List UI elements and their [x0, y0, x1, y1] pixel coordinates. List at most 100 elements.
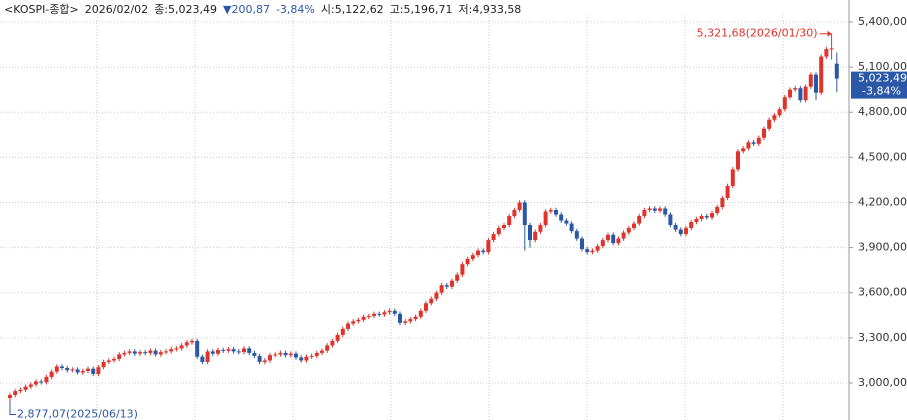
candle-body	[138, 352, 142, 354]
date: 2026/02/02	[84, 3, 149, 16]
candle-body	[502, 225, 506, 229]
candle-body	[569, 223, 574, 232]
candle-body	[788, 89, 792, 98]
candle-body	[226, 349, 231, 351]
candle-body	[808, 74, 813, 87]
candle-body	[127, 351, 132, 353]
candle-body	[13, 391, 18, 396]
symbol: <KOSPI-종합>	[4, 3, 79, 16]
candle-body	[434, 292, 439, 299]
candle-body	[184, 342, 189, 346]
candle-body	[637, 216, 642, 224]
candle-body	[54, 366, 59, 372]
candle-body	[486, 240, 491, 253]
candle-body	[730, 169, 735, 186]
candle-body	[335, 334, 340, 341]
high-arrowhead	[827, 30, 832, 37]
candle-body	[507, 216, 512, 226]
candle-body	[49, 371, 54, 377]
candle-body	[611, 234, 616, 244]
candle-body	[538, 225, 543, 232]
candle-body	[158, 352, 163, 355]
candle-body	[626, 228, 631, 233]
candle-body	[476, 250, 480, 256]
candle-body	[803, 86, 808, 101]
candle-body	[470, 255, 475, 259]
candle-body	[117, 354, 122, 359]
open: 시:5,122,62	[320, 3, 384, 16]
candle-body	[164, 351, 168, 353]
candle-body	[179, 345, 184, 349]
candle-body	[819, 56, 824, 93]
candle-body	[80, 370, 85, 373]
candle-body	[720, 197, 725, 207]
candle-body	[39, 381, 44, 383]
candle-body	[481, 250, 486, 253]
price-tag-label: 5,023,49	[858, 72, 907, 85]
candle-body	[684, 228, 688, 235]
candle-body	[585, 249, 590, 253]
candle-body	[169, 349, 174, 352]
candle-body	[70, 369, 75, 371]
candle-body	[517, 202, 522, 210]
candle-body	[715, 206, 720, 214]
price-tag-box	[851, 71, 907, 99]
candle-body	[496, 228, 501, 235]
candle-body	[346, 323, 350, 329]
candle-body	[247, 348, 252, 353]
candle-body	[725, 185, 730, 198]
candle-body	[392, 310, 397, 314]
candle-body	[278, 352, 283, 355]
candle-body	[647, 208, 652, 210]
candle-body	[75, 369, 80, 373]
candle-body	[450, 280, 454, 287]
y-tick-label: 3,300,00	[858, 331, 907, 344]
candle-body	[101, 361, 106, 368]
candle-body	[465, 258, 470, 265]
candle-body	[34, 381, 38, 385]
candle-body	[377, 313, 382, 315]
y-tick-label: 4,800,00	[858, 105, 907, 118]
high: 고:5,196,71	[389, 3, 453, 16]
change-pct: -3,84%	[275, 3, 315, 16]
candle-body	[356, 319, 361, 322]
candle-body	[756, 137, 761, 144]
candle-body	[574, 231, 579, 239]
candle-body	[429, 298, 434, 304]
candle-body	[91, 368, 96, 374]
candle-body	[330, 340, 335, 346]
candle-body	[372, 313, 376, 317]
candle-body	[767, 119, 772, 129]
candle-body	[652, 208, 657, 211]
candle-body	[96, 367, 101, 374]
candle-body	[694, 219, 699, 223]
price-tag-change: -3,84%	[862, 85, 901, 98]
candle-body	[262, 360, 267, 362]
candle-body	[606, 234, 610, 241]
candle-body	[762, 128, 766, 138]
candle-body	[143, 352, 148, 354]
candle-body	[314, 352, 319, 356]
candle-body	[746, 142, 751, 149]
candle-body	[418, 310, 423, 317]
candle-body	[122, 352, 127, 355]
y-tick-label: 3,000,00	[858, 376, 907, 389]
candle-body	[242, 348, 246, 353]
candle-body	[320, 350, 324, 353]
candle-body	[361, 316, 366, 320]
candle-body	[195, 340, 200, 357]
candle-body	[658, 208, 662, 211]
candle-body	[616, 238, 621, 244]
candle-body	[736, 151, 740, 170]
candle-body	[148, 350, 153, 353]
candle-body	[86, 368, 90, 371]
candle-body	[382, 312, 387, 315]
candle-body	[559, 214, 564, 221]
candle-body	[340, 328, 345, 335]
candle-body	[554, 210, 558, 215]
candle-body	[273, 354, 278, 356]
candle-body	[512, 210, 517, 217]
candle-body	[112, 358, 116, 361]
candle-body	[413, 316, 418, 320]
